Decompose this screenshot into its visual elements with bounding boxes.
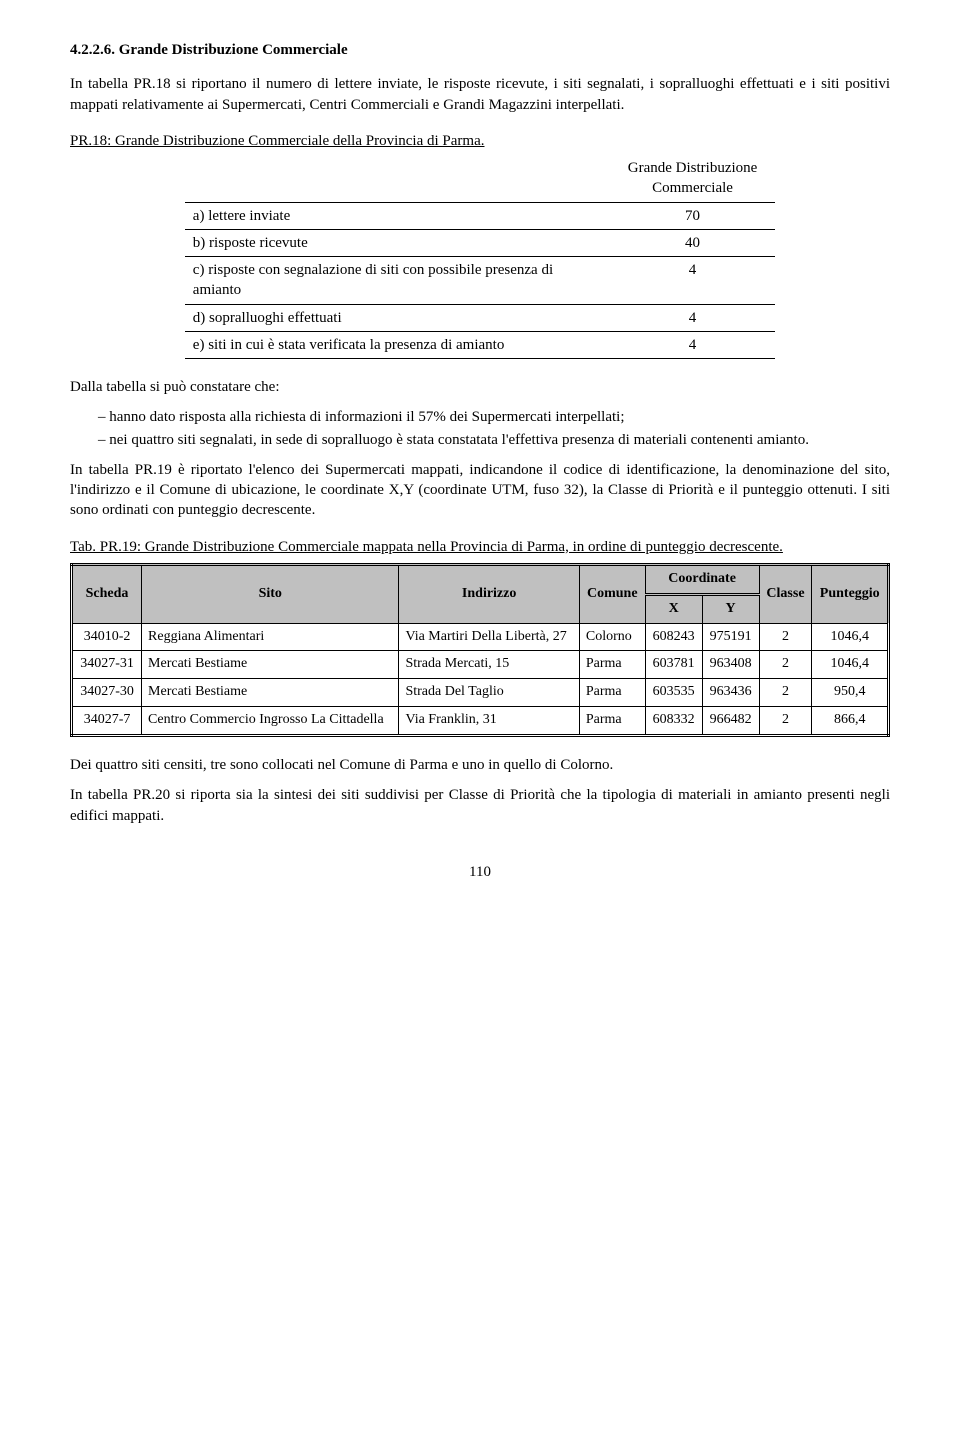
cell-y: 966482	[702, 707, 759, 736]
cell-indirizzo: Strada Del Taglio	[399, 679, 579, 707]
cell-scheda: 34027-31	[72, 651, 142, 679]
col-indirizzo: Indirizzo	[399, 564, 579, 623]
cell-classe: 2	[759, 679, 812, 707]
table-row: 34027-7Centro Commercio Ingrosso La Citt…	[72, 707, 889, 736]
cell-punteggio: 950,4	[812, 679, 889, 707]
stats-row-label: d) sopralluoghi effettuati	[185, 304, 610, 331]
stats-row-value: 40	[610, 229, 775, 256]
cell-indirizzo: Via Martiri Della Libertà, 27	[399, 623, 579, 651]
cell-punteggio: 1046,4	[812, 651, 889, 679]
col-y: Y	[702, 594, 759, 623]
table-row: 34027-30Mercati BestiameStrada Del Tagli…	[72, 679, 889, 707]
stats-row-value: 4	[610, 257, 775, 305]
stats-row-value: 4	[610, 304, 775, 331]
stats-row: a) lettere inviate70	[185, 202, 775, 229]
cell-comune: Colorno	[579, 623, 645, 651]
stats-row-label: b) risposte ricevute	[185, 229, 610, 256]
stats-table: Grande Distribuzione Commerciale a) lett…	[185, 155, 775, 359]
stats-row-label: a) lettere inviate	[185, 202, 610, 229]
col-classe: Classe	[759, 564, 812, 623]
findings-list: hanno dato risposta alla richiesta di in…	[70, 407, 890, 450]
stats-row: e) siti in cui è stata verificata la pre…	[185, 331, 775, 358]
stats-row-label: c) risposte con segnalazione di siti con…	[185, 257, 610, 305]
stats-row-value: 70	[610, 202, 775, 229]
data-caption-text: Tab. PR.19: Grande Distribuzione Commerc…	[70, 539, 783, 555]
findings-intro: Dalla tabella si può constatare che:	[70, 377, 890, 397]
col-punteggio: Punteggio	[812, 564, 889, 623]
cell-sito: Mercati Bestiame	[142, 679, 399, 707]
cell-x: 603535	[645, 679, 702, 707]
col-coord: Coordinate	[645, 564, 759, 594]
cell-indirizzo: Strada Mercati, 15	[399, 651, 579, 679]
stats-header-blank	[185, 155, 610, 202]
cell-classe: 2	[759, 623, 812, 651]
cell-sito: Mercati Bestiame	[142, 651, 399, 679]
stats-row-value: 4	[610, 331, 775, 358]
table-row: 34010-2Reggiana AlimentariVia Martiri De…	[72, 623, 889, 651]
finding-item: hanno dato risposta alla richiesta di in…	[98, 407, 890, 427]
cell-sito: Centro Commercio Ingrosso La Cittadella	[142, 707, 399, 736]
stats-caption: PR.18: Grande Distribuzione Commerciale …	[70, 131, 890, 151]
cell-x: 608243	[645, 623, 702, 651]
stats-header: Grande Distribuzione Commerciale	[610, 155, 775, 202]
cell-sito: Reggiana Alimentari	[142, 623, 399, 651]
cell-comune: Parma	[579, 651, 645, 679]
cell-scheda: 34027-30	[72, 679, 142, 707]
para-pr20: In tabella PR.20 si riporta sia la sinte…	[70, 785, 890, 826]
page-number: 110	[70, 862, 890, 882]
col-scheda: Scheda	[72, 564, 142, 623]
cell-indirizzo: Via Franklin, 31	[399, 707, 579, 736]
cell-scheda: 34027-7	[72, 707, 142, 736]
stats-row-label: e) siti in cui è stata verificata la pre…	[185, 331, 610, 358]
data-table: Scheda Sito Indirizzo Comune Coordinate …	[70, 563, 890, 737]
para-pr19: In tabella PR.19 è riportato l'elenco de…	[70, 460, 890, 521]
cell-y: 963436	[702, 679, 759, 707]
col-x: X	[645, 594, 702, 623]
stats-row: d) sopralluoghi effettuati4	[185, 304, 775, 331]
section-title: 4.2.2.6. Grande Distribuzione Commercial…	[70, 40, 890, 60]
cell-y: 975191	[702, 623, 759, 651]
col-comune: Comune	[579, 564, 645, 623]
cell-y: 963408	[702, 651, 759, 679]
table-row: 34027-31Mercati BestiameStrada Mercati, …	[72, 651, 889, 679]
cell-classe: 2	[759, 651, 812, 679]
cell-comune: Parma	[579, 679, 645, 707]
stats-row: c) risposte con segnalazione di siti con…	[185, 257, 775, 305]
para-summary: Dei quattro siti censiti, tre sono collo…	[70, 755, 890, 775]
data-caption: Tab. PR.19: Grande Distribuzione Commerc…	[70, 537, 890, 557]
finding-item: nei quattro siti segnalati, in sede di s…	[98, 430, 890, 450]
stats-caption-text: PR.18: Grande Distribuzione Commerciale …	[70, 133, 485, 149]
cell-punteggio: 1046,4	[812, 623, 889, 651]
cell-punteggio: 866,4	[812, 707, 889, 736]
col-sito: Sito	[142, 564, 399, 623]
cell-comune: Parma	[579, 707, 645, 736]
stats-row: b) risposte ricevute40	[185, 229, 775, 256]
cell-scheda: 34010-2	[72, 623, 142, 651]
intro-paragraph: In tabella PR.18 si riportano il numero …	[70, 74, 890, 115]
cell-x: 603781	[645, 651, 702, 679]
cell-classe: 2	[759, 707, 812, 736]
cell-x: 608332	[645, 707, 702, 736]
